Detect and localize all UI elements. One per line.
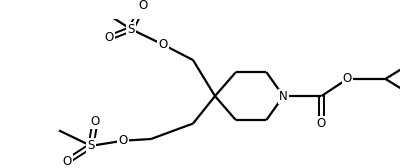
Text: O: O <box>138 0 148 12</box>
Text: O: O <box>158 38 168 51</box>
Text: O: O <box>343 72 352 85</box>
Text: S: S <box>87 139 95 152</box>
Text: O: O <box>317 117 326 130</box>
Text: O: O <box>118 134 128 147</box>
Text: O: O <box>62 155 72 168</box>
Text: O: O <box>104 31 114 44</box>
Text: S: S <box>127 23 135 36</box>
Text: N: N <box>279 90 288 103</box>
Text: O: O <box>90 115 100 128</box>
